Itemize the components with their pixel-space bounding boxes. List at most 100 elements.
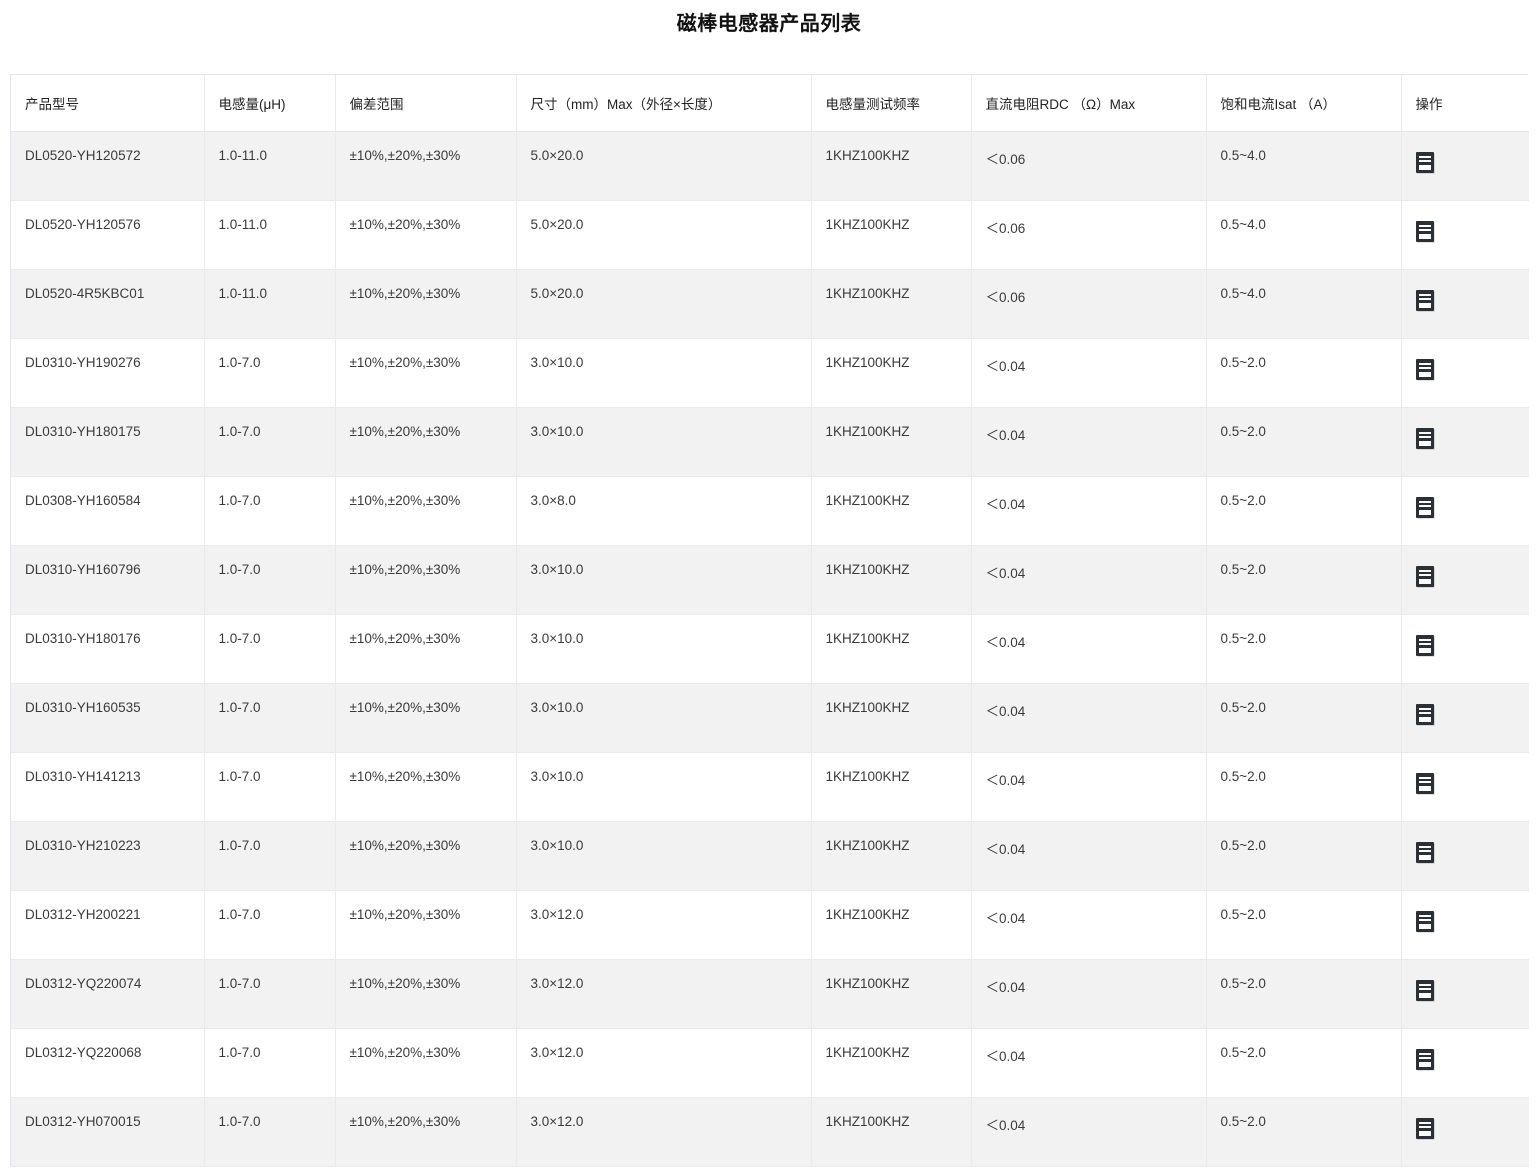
cell-tolerance: ±10%,±20%,±30% [335, 821, 517, 891]
cell-model: DL0312-YH200221 [11, 890, 205, 960]
cell-inductance: 1.0-7.0 [204, 683, 336, 753]
cell-test-frequency: 1KHZ100KHZ [811, 338, 972, 408]
cell-inductance: 1.0-7.0 [204, 338, 336, 408]
table-row: DL0312-YQ220074 1.0-7.0 ±10%,±20%,±30% 3.0×… [11, 959, 1529, 1029]
cell-isat: 0.5~2.0 [1206, 614, 1402, 684]
cell-inductance: 1.0-7.0 [204, 752, 336, 822]
cell-isat: 0.5~4.0 [1206, 200, 1402, 270]
document-list-icon[interactable] [1415, 911, 1434, 932]
cell-dcr: ＜0.04 [971, 338, 1207, 408]
cell-model: DL0310-YH190276 [11, 338, 205, 408]
cell-inductance: 1.0-7.0 [204, 959, 336, 1029]
document-list-icon[interactable] [1415, 1118, 1434, 1139]
cell-dcr: ＜0.06 [971, 269, 1207, 339]
cell-action [1401, 614, 1529, 684]
table-row: DL0520-YH120576 1.0-11.0 ±10%,±20%,±30% 5.0… [11, 200, 1529, 270]
cell-tolerance: ±10%,±20%,±30% [335, 407, 517, 477]
cell-inductance: 1.0-7.0 [204, 476, 336, 546]
cell-test-frequency: 1KHZ100KHZ [811, 476, 972, 546]
cell-model: DL0312-YQ220068 [11, 1028, 205, 1098]
document-list-icon[interactable] [1415, 497, 1434, 518]
cell-isat: 0.5~2.0 [1206, 338, 1402, 408]
table-row: DL0312-YQ220068 1.0-7.0 ±10%,±20%,±30% 3.0×… [11, 1028, 1529, 1098]
column-header-isat: 饱和电流Isat （A） [1206, 75, 1402, 132]
cell-dcr: ＜0.04 [971, 614, 1207, 684]
table-row: DL0310-YH141213 1.0-7.0 ±10%,±20%,±30% 3.0×… [11, 752, 1529, 822]
document-list-icon[interactable] [1415, 1049, 1434, 1070]
cell-test-frequency: 1KHZ100KHZ [811, 1028, 972, 1098]
cell-dcr: ＜0.04 [971, 683, 1207, 753]
cell-dcr: ＜0.04 [971, 476, 1207, 546]
cell-tolerance: ±10%,±20%,±30% [335, 1028, 517, 1098]
cell-dcr: ＜0.04 [971, 407, 1207, 477]
cell-action [1401, 890, 1529, 960]
cell-model: DL0310-YH210223 [11, 821, 205, 891]
cell-tolerance: ±10%,±20%,±30% [335, 1097, 517, 1167]
document-list-icon[interactable] [1415, 773, 1434, 794]
cell-model: DL0310-YH180175 [11, 407, 205, 477]
table-row: DL0312-YH200221 1.0-7.0 ±10%,±20%,±30% 3.0×… [11, 890, 1529, 960]
table-row: DL0312-YH070015 1.0-7.0 ±10%,±20%,±30% 3.0×… [11, 1097, 1529, 1167]
cell-isat: 0.5~2.0 [1206, 1028, 1402, 1098]
cell-action [1401, 1097, 1529, 1167]
product-table-container: 产品型号 电感量(μH) 偏差范围 尺寸（mm）Max（外径×长度） 电感量测试… [10, 74, 1529, 1167]
cell-dcr: ＜0.06 [971, 131, 1207, 201]
cell-isat: 0.5~2.0 [1206, 683, 1402, 753]
cell-size: 3.0×10.0 [516, 614, 812, 684]
page-title: 磁棒电感器产品列表 [676, 13, 862, 35]
cell-size: 5.0×20.0 [516, 200, 812, 270]
cell-inductance: 1.0-7.0 [204, 545, 336, 615]
table-row: DL0310-YH190276 1.0-7.0 ±10%,±20%,±30% 3.0×… [11, 338, 1529, 408]
cell-tolerance: ±10%,±20%,±30% [335, 200, 517, 270]
document-list-icon[interactable] [1415, 635, 1434, 656]
product-table: 产品型号 电感量(μH) 偏差范围 尺寸（mm）Max（外径×长度） 电感量测试… [11, 75, 1529, 1167]
cell-inductance: 1.0-7.0 [204, 821, 336, 891]
document-list-icon[interactable] [1415, 359, 1434, 380]
cell-size: 3.0×12.0 [516, 890, 812, 960]
cell-model: DL0310-YH160535 [11, 683, 205, 753]
cell-test-frequency: 1KHZ100KHZ [811, 545, 972, 615]
document-list-icon[interactable] [1415, 704, 1434, 725]
cell-tolerance: ±10%,±20%,±30% [335, 614, 517, 684]
cell-size: 3.0×10.0 [516, 821, 812, 891]
document-list-icon[interactable] [1415, 566, 1434, 587]
cell-action [1401, 545, 1529, 615]
document-list-icon[interactable] [1415, 152, 1434, 173]
document-list-icon[interactable] [1415, 290, 1434, 311]
cell-dcr: ＜0.06 [971, 200, 1207, 270]
cell-tolerance: ±10%,±20%,±30% [335, 269, 517, 339]
cell-inductance: 1.0-11.0 [204, 131, 336, 201]
cell-size: 5.0×20.0 [516, 269, 812, 339]
cell-test-frequency: 1KHZ100KHZ [811, 269, 972, 339]
cell-test-frequency: 1KHZ100KHZ [811, 407, 972, 477]
table-row: DL0310-YH160535 1.0-7.0 ±10%,±20%,±30% 3.0×… [11, 683, 1529, 753]
cell-inductance: 1.0-7.0 [204, 1028, 336, 1098]
cell-dcr: ＜0.04 [971, 1097, 1207, 1167]
cell-action [1401, 821, 1529, 891]
cell-isat: 0.5~2.0 [1206, 752, 1402, 822]
cell-model: DL0308-YH160584 [11, 476, 205, 546]
cell-dcr: ＜0.04 [971, 890, 1207, 960]
cell-isat: 0.5~2.0 [1206, 545, 1402, 615]
cell-test-frequency: 1KHZ100KHZ [811, 890, 972, 960]
cell-inductance: 1.0-7.0 [204, 614, 336, 684]
cell-isat: 0.5~2.0 [1206, 959, 1402, 1029]
table-row: DL0310-YH210223 1.0-7.0 ±10%,±20%,±30% 3.0×… [11, 821, 1529, 891]
cell-dcr: ＜0.04 [971, 1028, 1207, 1098]
document-list-icon[interactable] [1415, 428, 1434, 449]
column-header-action: 操作 [1401, 75, 1529, 132]
cell-dcr: ＜0.04 [971, 545, 1207, 615]
cell-inductance: 1.0-7.0 [204, 407, 336, 477]
column-header-inductance: 电感量(μH) [204, 75, 336, 132]
document-list-icon[interactable] [1415, 980, 1434, 1001]
document-list-icon[interactable] [1415, 221, 1434, 242]
cell-model: DL0520-YH120576 [11, 200, 205, 270]
cell-test-frequency: 1KHZ100KHZ [811, 131, 972, 201]
document-list-icon[interactable] [1415, 842, 1434, 863]
cell-test-frequency: 1KHZ100KHZ [811, 959, 972, 1029]
cell-action [1401, 959, 1529, 1029]
table-header-row: 产品型号 电感量(μH) 偏差范围 尺寸（mm）Max（外径×长度） 电感量测试… [11, 75, 1529, 132]
column-header-dcr: 直流电阻RDC （Ω）Max [971, 75, 1207, 132]
cell-isat: 0.5~2.0 [1206, 476, 1402, 546]
cell-inductance: 1.0-11.0 [204, 200, 336, 270]
